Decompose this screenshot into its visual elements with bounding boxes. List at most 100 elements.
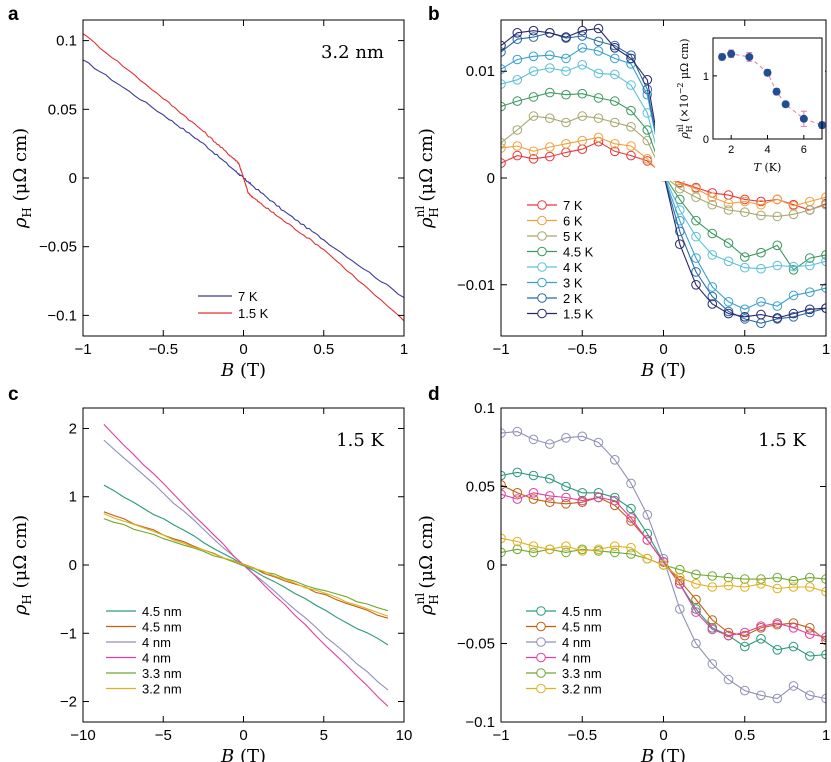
data-point: [707, 299, 718, 309]
y-tick-label: 0: [69, 557, 77, 574]
x-tick-label: 10: [396, 727, 413, 744]
data-point: [561, 481, 571, 492]
data-point: [805, 572, 815, 583]
x-tick-label: 1: [400, 341, 408, 358]
data-point: [577, 431, 588, 442]
data-point: [756, 634, 766, 644]
data-point: [707, 228, 718, 239]
data-point: [561, 541, 571, 552]
data-point: [528, 111, 539, 121]
annotation: 1.5 K: [758, 430, 806, 451]
data-point: [528, 470, 539, 481]
data-point: [512, 544, 523, 555]
data-point: [723, 630, 734, 641]
data-point: [593, 68, 604, 79]
data-point: [788, 261, 799, 272]
series-line: [103, 424, 389, 707]
data-point: [723, 205, 734, 215]
data-point: [740, 627, 750, 638]
legend-entry: 2 K: [563, 291, 583, 306]
data-point: [772, 301, 783, 311]
inset-point: [763, 68, 772, 77]
data-point: [593, 93, 604, 103]
data-point: [561, 117, 571, 128]
data-point: [626, 549, 636, 559]
data-point: [821, 649, 826, 660]
data-point: [528, 547, 539, 558]
series-d-3: [501, 488, 826, 642]
x-tick-label: 0: [239, 341, 247, 358]
legend-marker: [536, 668, 546, 678]
inset-y-tick-label: 0: [703, 134, 709, 146]
data-point: [545, 87, 555, 98]
data-point: [821, 283, 826, 293]
legend-entry: 3.2 nm: [562, 682, 602, 697]
data-point: [593, 23, 604, 34]
legend-marker: [536, 606, 546, 616]
data-point: [545, 491, 555, 501]
x-tick-label: −0.5: [567, 727, 597, 744]
y-tick-label: −1: [60, 625, 77, 642]
data-point: [610, 492, 620, 503]
panel-label: d: [428, 384, 440, 405]
inset-x-tick-label: 6: [801, 144, 807, 156]
data-point: [805, 629, 815, 639]
data-point: [707, 624, 718, 635]
inset-point: [781, 100, 790, 109]
data-point: [561, 499, 571, 509]
data-point: [756, 199, 766, 210]
data-point: [691, 569, 701, 580]
data-point: [642, 154, 653, 164]
data-point: [821, 199, 826, 210]
plot-area: [103, 424, 389, 707]
data-point: [561, 433, 571, 443]
data-point: [821, 574, 826, 584]
data-point: [756, 297, 766, 307]
legend-entry: 3.3 nm: [142, 666, 182, 681]
data-point: [658, 560, 669, 570]
x-tick-label: −1: [492, 727, 509, 744]
legend-entry: 3.3 nm: [562, 666, 602, 681]
y-tick-label: −0.01: [457, 277, 495, 294]
data-point: [691, 607, 701, 617]
data-point: [707, 659, 718, 669]
legend-entry: 4 K: [563, 260, 583, 275]
data-point: [805, 690, 815, 701]
data-point: [821, 250, 826, 260]
series-c-5: [103, 513, 389, 617]
data-point: [528, 434, 539, 445]
legend-marker: [537, 308, 547, 319]
data-point: [707, 199, 718, 210]
x-tick-label: 5: [320, 727, 328, 744]
data-point: [528, 146, 539, 157]
data-point: [821, 586, 826, 597]
x-axis-label: B (T): [220, 746, 266, 762]
data-point: [610, 117, 620, 128]
data-point: [577, 25, 588, 36]
y-tick-label: 1: [69, 489, 77, 506]
data-point: [642, 553, 653, 564]
data-point: [740, 630, 750, 641]
series-line: [501, 537, 826, 593]
y-tick-label: −2: [60, 694, 77, 711]
x-tick-label: 1: [822, 341, 830, 358]
data-point: [788, 209, 799, 220]
data-point: [707, 615, 718, 625]
data-point: [756, 196, 766, 207]
series-c-4: [103, 518, 389, 612]
x-tick-label: −1: [74, 341, 91, 358]
data-point: [707, 582, 718, 592]
data-point: [723, 580, 734, 591]
legend-marker: [537, 231, 547, 241]
data-point: [626, 542, 636, 553]
y-tick-label: 0.01: [466, 63, 495, 80]
x-axis-label: B (T): [220, 360, 266, 381]
data-point: [610, 547, 620, 558]
data-point: [723, 256, 734, 267]
data-point: [512, 125, 523, 135]
data-point: [528, 92, 539, 102]
x-tick-label: −0.5: [567, 341, 597, 358]
legend-marker: [537, 246, 547, 257]
series-b-3: [501, 87, 826, 275]
legend-entry: 1.5 K: [563, 307, 594, 322]
